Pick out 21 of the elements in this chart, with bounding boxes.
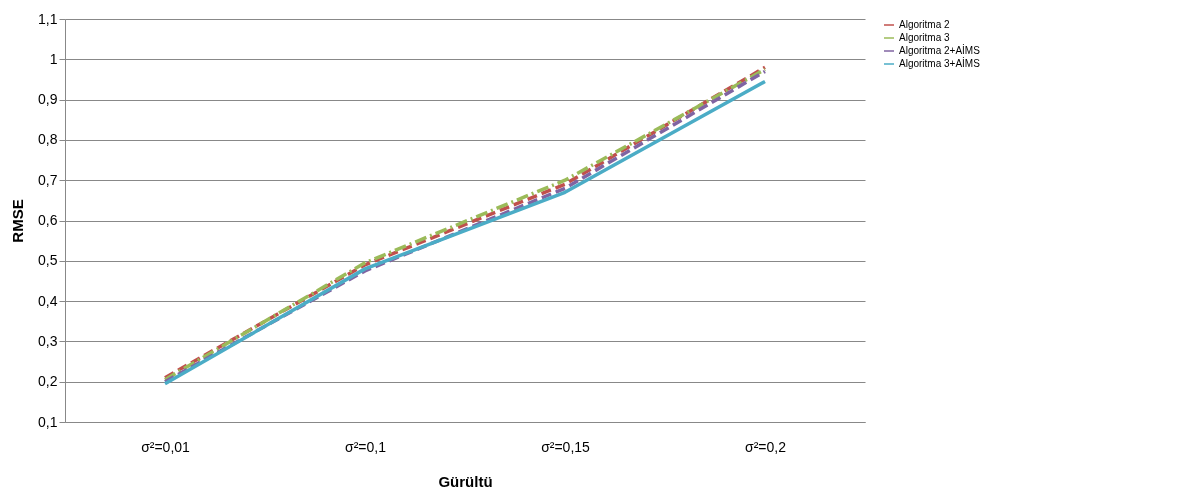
y-tick-label: 0,3 — [38, 332, 58, 349]
x-axis-title: Gürültü — [438, 472, 493, 490]
y-tick-label: 0,7 — [38, 171, 58, 188]
y-tick-label: 1 — [49, 50, 58, 67]
y-tick-label: 0,4 — [38, 292, 58, 309]
legend-label: Algoritma 2+AİMS — [899, 44, 981, 56]
y-tick-label: 0,5 — [38, 252, 58, 269]
y-tick-label: 0,6 — [38, 212, 58, 228]
legend-label: Algoritma 3 — [899, 32, 951, 43]
y-tick-label: 0,8 — [38, 131, 58, 148]
legend-label: Algoritma 3+AİMS — [899, 57, 981, 69]
x-tick-label: σ²=0,15 — [541, 438, 591, 455]
x-tick-label: σ²=0,1 — [345, 438, 387, 455]
legend-label: Algoritma 2 — [899, 19, 951, 30]
x-tick-label: σ²=0,01 — [141, 438, 191, 455]
x-tick-label: σ²=0,2 — [745, 438, 787, 455]
y-axis-title: RMSE — [9, 199, 27, 243]
y-tick-label: 0,2 — [38, 373, 58, 390]
y-tick-label: 0,1 — [38, 413, 58, 430]
y-tick-label: 1,1 — [38, 10, 58, 27]
y-tick-label: 0,9 — [38, 91, 58, 108]
